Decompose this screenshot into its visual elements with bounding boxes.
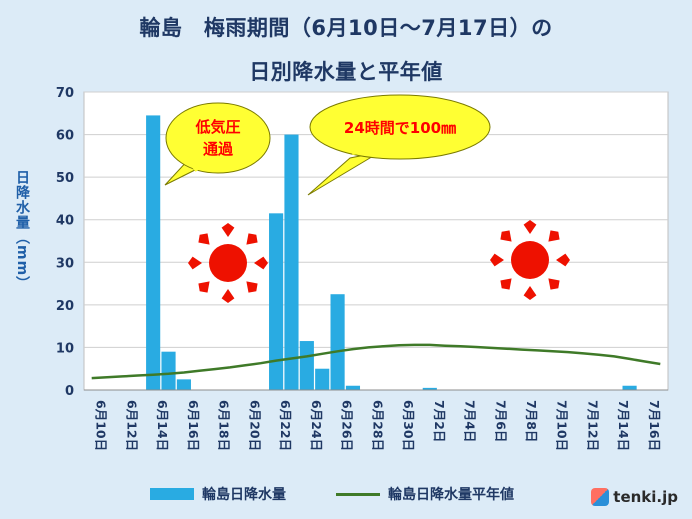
tenki-logo: tenki.jp (591, 488, 678, 506)
sun-icon-ray (198, 281, 210, 293)
x-tick-label: 6月22日 (278, 400, 293, 451)
tenki-logo-text: tenki.jp (613, 488, 678, 506)
x-tick-label: 6月14日 (155, 400, 170, 451)
sun-icon-ray (523, 286, 537, 300)
sun-icon-ray (490, 253, 504, 267)
y-tick-label: 40 (56, 214, 74, 229)
x-tick-label: 6月28日 (370, 400, 385, 451)
bar (146, 115, 161, 391)
bar (345, 385, 361, 390)
legend-line-swatch (336, 492, 380, 496)
sun-icon-ray (548, 230, 560, 242)
bar (176, 379, 191, 390)
legend-item-line: 輪島日降水量平年値 (336, 484, 514, 504)
y-tick-label: 20 (56, 299, 74, 314)
sun-icon-ray (246, 233, 258, 245)
bar (422, 387, 437, 390)
bubble2-joint (351, 145, 379, 155)
sun-icon-ray (556, 253, 570, 267)
x-tick-label: 7月10日 (555, 400, 570, 451)
sun-icon (511, 241, 549, 279)
legend-bar-swatch (150, 488, 194, 500)
sun-icon-ray (523, 220, 537, 234)
bubble2 (309, 94, 491, 160)
bubble1-text: 通過 (203, 140, 234, 158)
bar (330, 294, 345, 390)
x-tick-label: 6月18日 (217, 400, 232, 451)
sun-icon-ray (246, 281, 258, 293)
bar (284, 134, 299, 390)
bubble2-text: 24時間で100㎜ (344, 119, 456, 137)
sun-icon-ray (548, 278, 560, 290)
legend: 輪島日降水量 輪島日降水量平年値 (150, 484, 514, 504)
y-tick-label: 0 (65, 384, 74, 399)
x-tick-label: 7月8日 (524, 400, 539, 442)
legend-item-bar: 輪島日降水量 (150, 484, 286, 504)
bar (161, 351, 176, 390)
x-tick-label: 7月6日 (493, 400, 508, 442)
y-tick-label: 10 (56, 341, 74, 356)
sun-icon-ray (198, 233, 210, 245)
sun-icon-ray (221, 289, 235, 303)
bar (315, 368, 330, 390)
bubble1-text: 低気圧 (194, 118, 240, 136)
y-tick-label: 60 (56, 129, 74, 144)
x-tick-label: 6月10日 (94, 400, 109, 451)
y-tick-label: 30 (56, 256, 74, 271)
x-tick-label: 6月24日 (309, 400, 324, 451)
y-tick-label: 70 (56, 86, 74, 101)
normal-line (91, 343, 661, 380)
sun-icon-ray (500, 278, 512, 290)
chart-title-line2: 日別降水量と平年値 (249, 60, 443, 84)
x-tick-label: 7月14日 (616, 400, 631, 451)
x-tick-label: 7月4日 (463, 400, 478, 442)
sun-icon-ray (221, 223, 235, 237)
legend-line-label: 輪島日降水量平年値 (388, 487, 514, 503)
x-tick-label: 7月16日 (647, 400, 662, 451)
bar (269, 213, 284, 390)
bubble1 (165, 102, 271, 174)
x-tick-label: 6月20日 (247, 400, 262, 451)
sun-icon (209, 244, 247, 282)
x-tick-label: 7月12日 (585, 400, 600, 451)
bar (299, 341, 314, 390)
chart-title-line1: 輪島 梅雨期間（6月10日～7月17日）の (139, 16, 553, 40)
x-tick-label: 7月2日 (432, 400, 447, 442)
legend-bar-label: 輪島日降水量 (202, 487, 286, 503)
y-tick-label: 50 (56, 171, 74, 186)
x-tick-label: 6月30日 (401, 400, 416, 451)
x-tick-label: 6月26日 (340, 400, 355, 451)
bubble1-joint (185, 156, 201, 172)
bar (622, 385, 637, 390)
sun-icon-ray (188, 256, 202, 270)
tenki-logo-icon (591, 488, 610, 506)
sun-icon-ray (500, 230, 512, 242)
x-tick-label: 6月16日 (186, 400, 201, 451)
y-axis-label: 日降水量（mm） (14, 170, 30, 292)
sun-icon-ray (254, 256, 268, 270)
x-tick-label: 6月12日 (124, 400, 139, 451)
